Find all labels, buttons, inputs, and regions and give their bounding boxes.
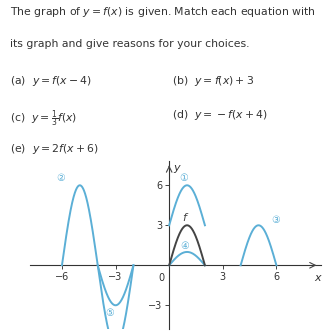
Text: $f$: $f$: [182, 211, 189, 223]
Text: The graph of $y = f(x)$ is given. Match each equation with: The graph of $y = f(x)$ is given. Match …: [10, 5, 316, 18]
Text: $x$: $x$: [314, 272, 323, 283]
Text: (e)  $y = 2f(x+6)$: (e) $y = 2f(x+6)$: [10, 142, 99, 156]
Text: its graph and give reasons for your choices.: its graph and give reasons for your choi…: [10, 39, 250, 49]
Text: ①: ①: [179, 173, 188, 183]
Text: (b)  $y = f(x) + 3$: (b) $y = f(x) + 3$: [172, 74, 254, 88]
Text: (a)  $y = f(x-4)$: (a) $y = f(x-4)$: [10, 74, 92, 88]
Text: $y$: $y$: [173, 163, 182, 175]
Text: (d)  $y = -f(x+4)$: (d) $y = -f(x+4)$: [172, 108, 268, 122]
Text: (c)  $y = \frac{1}{3}f(x)$: (c) $y = \frac{1}{3}f(x)$: [10, 108, 77, 130]
Text: ④: ④: [180, 241, 189, 251]
Text: ②: ②: [57, 173, 65, 183]
Text: 0: 0: [159, 272, 165, 283]
Text: ⑤: ⑤: [105, 308, 114, 318]
Text: ③: ③: [271, 215, 280, 224]
